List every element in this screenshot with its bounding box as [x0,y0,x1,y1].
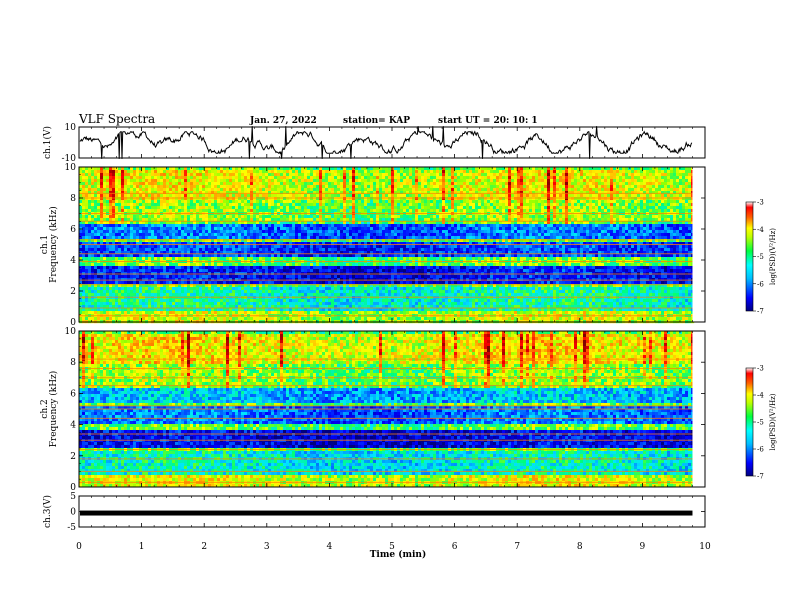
colorbar-tick-label: -4 [757,392,764,400]
colorbar-label: log(PSD)(V²/Hz) [769,228,777,285]
x-tick-label: 10 [699,542,711,552]
colorbar-tick-label: -7 [757,473,764,481]
ch1-spec-cells [79,167,694,323]
ch3-waveform-panel: 5 0 -5 ch.3(V) [42,492,705,533]
x-tick-label: 3 [264,542,270,552]
ch3-y-tick-label: -5 [67,523,76,533]
ch3-signal-band [80,511,692,516]
ch1-spec-y-tick-label: 8 [70,194,76,204]
x-tick-label: 2 [201,542,207,552]
ch1-spec-ylabel: Frequency (kHz) [48,206,59,283]
ch1-spec-no-data [692,167,705,322]
ch1-ylabel: ch.1(V) [42,126,53,159]
ch1-spec-y-tick-label: 2 [70,287,76,297]
x-tick-label: 0 [76,542,82,552]
colorbar-tick-label: -3 [757,365,764,373]
ch2-spec-y-tick-label: 10 [65,327,77,337]
ch3-ylabel: ch.3(V) [42,495,53,528]
ch2-spec-no-data [692,331,705,487]
ch2-spec-y-tick-label: 2 [70,452,76,462]
x-tick-label: 1 [139,542,145,552]
x-tick-label: 4 [327,542,333,552]
x-tick-label: 9 [640,542,646,552]
colorbar-ch2: -3 -4 -5 -6 -7 log(PSD)(V²/Hz) [746,365,777,481]
colorbar-tick-label: -5 [757,253,764,261]
vlf-spectra-chart: VLF Spectra Jan. 27, 2022 station= KAP s… [0,0,792,612]
colorbar-tick-label: -7 [757,308,764,316]
colorbar-tick-label: -5 [757,419,764,427]
x-axis-label: Time (min) [370,549,427,560]
colorbar-ch1: -3 -4 -5 -6 -7 log(PSD)(V²/Hz) [746,199,777,316]
ch2-spec-ylabel: Frequency (kHz) [48,371,59,448]
colorbar-tick-label: -6 [757,280,764,288]
colorbar-tick-label: -3 [757,199,764,207]
ch2-spec-y-tick-label: 8 [70,358,76,368]
ch3-y-tick-label: 5 [70,492,76,502]
date-label: Jan. 27, 2022 [249,116,317,126]
colorbar-scale [746,368,753,476]
ch1-y-tick-label: 10 [65,123,77,133]
x-tick-label: 8 [577,542,583,552]
ch1-spec-y-tick-label: 4 [70,256,76,266]
start-time-label: start UT = 20: 10: 1 [438,116,538,126]
ch1-spec-y-tick-label: 6 [70,225,76,235]
ch1-spec-y-tick-label: 10 [65,163,77,173]
station-label: station= KAP [343,116,410,126]
ch2-spec-y-tick-label: 6 [70,389,76,399]
ch1-waveform-line [80,126,692,159]
colorbar-tick-label: -4 [757,226,764,234]
colorbar-scale [746,202,753,311]
colorbar-tick-label: -6 [757,446,764,454]
colorbar-label: log(PSD)(V²/Hz) [769,393,777,450]
ch2-spec-y-tick-label: 4 [70,421,76,431]
ch3-y-tick-label: 0 [70,508,76,518]
chart-title: VLF Spectra [78,112,155,126]
x-tick-label: 7 [514,542,520,552]
x-tick-label: 6 [452,542,458,552]
